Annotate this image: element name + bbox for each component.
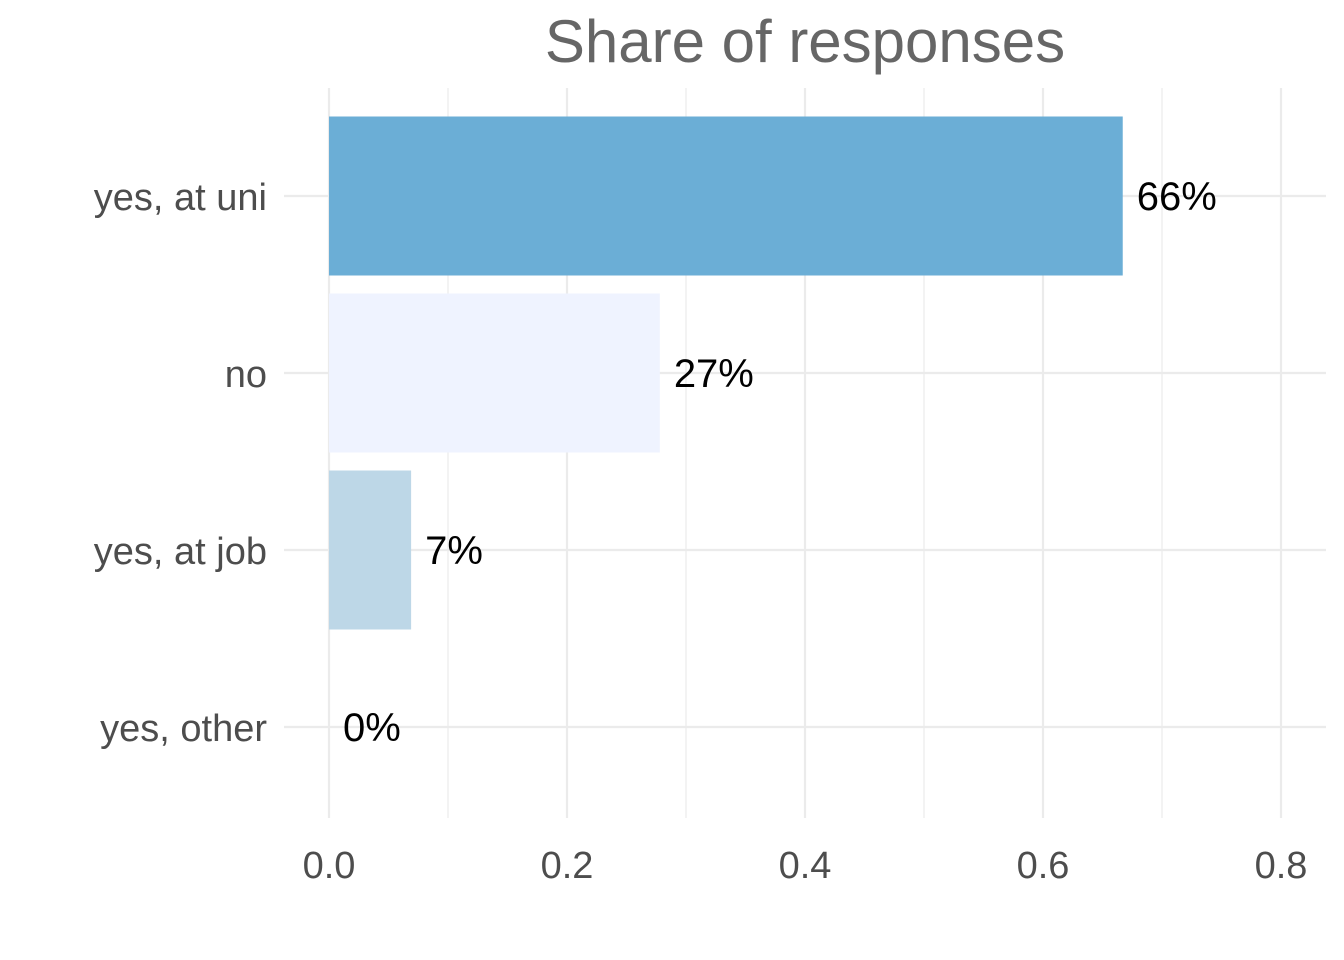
x-tick-label: 0.8 [1255, 845, 1308, 887]
category-label: yes, other [100, 708, 267, 750]
category-label: yes, at uni [94, 177, 267, 219]
data-label: 27% [674, 352, 754, 396]
x-tick-label: 0.6 [1017, 845, 1070, 887]
bars [329, 116, 1123, 630]
bar [329, 470, 412, 630]
data-label: 66% [1137, 175, 1217, 219]
category-label: no [225, 354, 267, 396]
y-axis-labels: yes, at uni no yes, at job yes, other [94, 177, 268, 750]
x-axis-labels: 0.0 0.2 0.4 0.6 0.8 [303, 845, 1308, 887]
data-label: 0% [343, 706, 401, 750]
x-tick-label: 0.2 [541, 845, 594, 887]
chart-title: Share of responses [545, 8, 1065, 75]
bar [329, 293, 660, 453]
x-tick-label: 0.4 [779, 845, 832, 887]
x-tick-label: 0.0 [303, 845, 356, 887]
bar [329, 116, 1123, 276]
data-labels: 66% 27% 7% 0% [343, 175, 1217, 750]
data-label: 7% [425, 529, 483, 573]
category-label: yes, at job [94, 531, 267, 573]
